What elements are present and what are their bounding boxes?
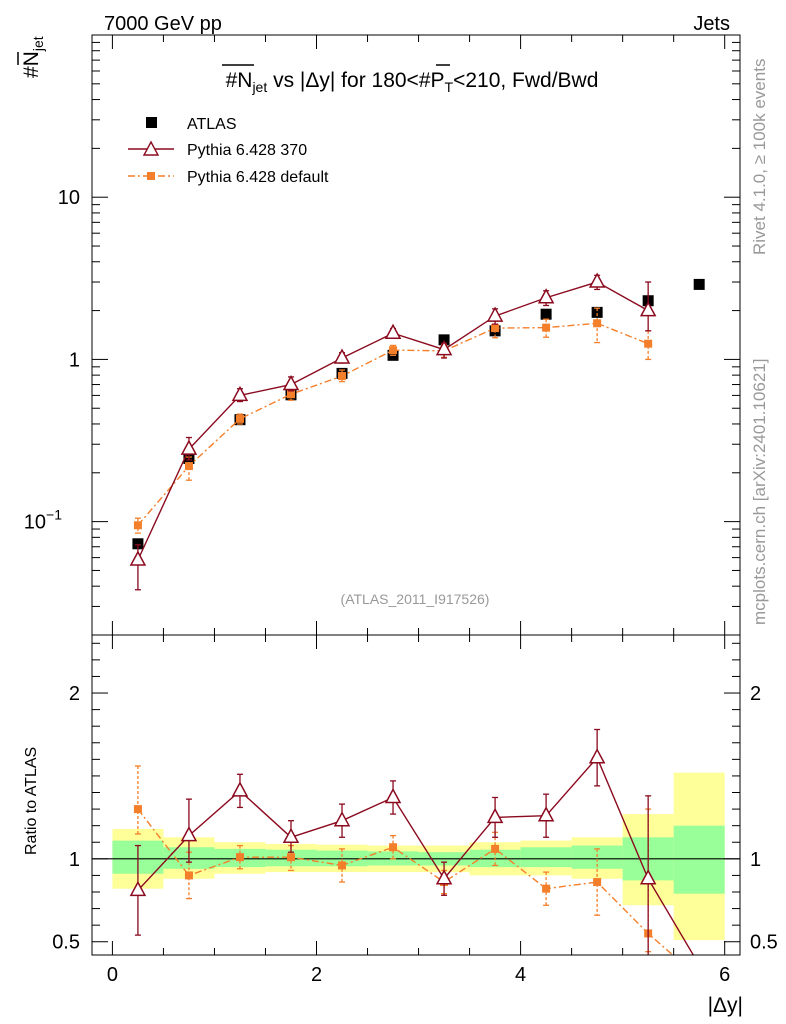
ratio-pythia-default-point (491, 844, 500, 853)
band-inner (571, 845, 623, 869)
ratio-y-tick-label: 2 (69, 683, 80, 705)
x-tick-label: 0 (107, 964, 118, 986)
legend-atlas-marker (146, 117, 157, 128)
atlas-point (693, 278, 705, 290)
ratio-pythia-370-point (537, 806, 555, 822)
pythia-370-point (282, 374, 300, 391)
legend-entry-pythia-370: Pythia 6.428 370 (128, 140, 307, 159)
ratio-series-layer (129, 728, 695, 955)
pythia-370-point (180, 439, 198, 455)
pythia-default-point (338, 372, 347, 381)
atlas-point (438, 334, 450, 346)
main-axis-ticks: 10−1 1 10 (24, 35, 740, 955)
ratio-pythia-370-point (435, 869, 453, 885)
legend-pythia370-marker (142, 140, 160, 156)
x-axis-label: |Δy| (708, 994, 743, 1017)
legend: ATLAS Pythia 6.428 370 Pythia 6.428 defa… (128, 116, 329, 186)
legend-entry-atlas: ATLAS (146, 116, 237, 133)
x-tick-label: 6 (719, 964, 730, 986)
pythia-370-point (537, 288, 555, 304)
legend-entry-pythia-default: Pythia 6.428 default (128, 169, 329, 186)
x-tick-label: 2 (311, 964, 322, 986)
pythia-370-point (333, 348, 351, 364)
atlas-point (132, 538, 144, 550)
pythia-default-point (133, 521, 142, 530)
ylabel-sub: jet (30, 36, 46, 52)
ratio-pythia-370-point (129, 880, 147, 897)
ratio-frame (91, 634, 741, 956)
ratio-clipped-layer (129, 728, 695, 955)
ratio-pythia-default-point (235, 853, 244, 862)
ratio-pythia-370-point (180, 826, 198, 842)
analysis-watermark: (ATLAS_2011_I917526) (341, 591, 490, 607)
y-tick-label: 1 (69, 349, 80, 371)
ratio-pythia-370-point (384, 787, 402, 804)
energy-label: 7000 GeV pp (104, 13, 222, 35)
ratio-pythia-370-point (588, 748, 606, 764)
pythia-default-point (644, 339, 653, 348)
band-inner (673, 825, 725, 894)
rivet-version-label: Rivet 4.1.0, ≥ 100k events (750, 59, 769, 255)
pythia-default-point (286, 390, 295, 399)
ratio-y-tick-label: 1 (69, 849, 80, 871)
pythia-370-point (435, 339, 453, 356)
main-series-layer (129, 272, 705, 591)
ratio-y-axis-label: Ratio to ATLAS (23, 747, 40, 855)
pythia-default-point (593, 319, 602, 328)
pythia-default-point (542, 323, 551, 332)
y-tick-label: 10−1 (24, 507, 62, 534)
pythia-default-point (235, 414, 244, 423)
ratio-pythia-370-point (231, 781, 249, 797)
ratio-pythia-370-point (282, 827, 300, 844)
ratio-pythia-default-point (542, 884, 551, 893)
pythia-default-point (491, 324, 500, 333)
atlas-point (591, 306, 603, 318)
band-inner (520, 847, 572, 868)
ratio-axis-ticks: 0.5 0.5 1 1 2 2 (52, 642, 778, 954)
ratio-pythia-default-point (389, 843, 398, 852)
main-panel: 10−1 1 10 #Njet vs |Δy| for 180<#PT<210, F… (24, 34, 741, 955)
main-y-axis-label: #Njet (17, 36, 46, 78)
pythia-370-point (384, 323, 402, 339)
pythia-370-point (231, 385, 249, 402)
ratio-y-tick-label: 0.5 (52, 932, 80, 954)
ratio-y-tick-label-right: 1 (750, 849, 761, 871)
ratio-pythia-370-point (639, 869, 657, 885)
legend-pythiadefault-label: Pythia 6.428 default (187, 169, 329, 186)
pythia-370-point (639, 301, 657, 317)
pythia-default-point (184, 462, 193, 471)
ratio-pythia-default-line (137, 808, 674, 955)
pythia-370-point (129, 550, 147, 566)
legend-pythia370-label: Pythia 6.428 370 (187, 142, 307, 159)
y-tick-label: 10 (58, 187, 80, 209)
legend-pythiadefault-marker (147, 172, 155, 180)
atlas-point (540, 308, 552, 320)
svg-text:#Njet: #Njet (20, 36, 46, 78)
mcplots-label: mcplots.cern.ch [arXiv:2401.10621] (750, 359, 769, 625)
ratio-pythia-default-point (286, 853, 295, 862)
ylabel-hash: # (20, 66, 43, 78)
ylabel-n: N (20, 51, 43, 66)
ratio-pythia-370-point (486, 807, 504, 824)
ratio-pythia-370-line (137, 756, 695, 955)
ratio-pythia-default-point (133, 805, 142, 814)
pythia-370-point (588, 272, 606, 288)
ratio-pythia-default-point (593, 878, 602, 887)
ratio-y-tick-label-right: 0.5 (750, 932, 778, 954)
chart-title: #Njet vs |Δy| for 180<#PT<210, Fwd/Bwd (226, 69, 599, 95)
ratio-y-tick-label-right: 2 (750, 683, 761, 705)
ratio-pythia-default-point (338, 861, 347, 870)
legend-atlas-label: ATLAS (187, 116, 237, 133)
x-tick-labels: 0 2 4 6 (107, 964, 730, 986)
ratio-panel: 0.5 0.5 1 1 2 2 (52, 634, 778, 956)
ratio-pythia-default-point (184, 871, 193, 880)
uncertainty-bands (92, 772, 740, 941)
ratio-pythia-370-point (333, 811, 351, 827)
x-tick-label: 4 (515, 964, 526, 986)
pythia-370-point (486, 306, 504, 322)
pythia-default-point (389, 346, 398, 355)
jets-label: Jets (693, 13, 730, 35)
